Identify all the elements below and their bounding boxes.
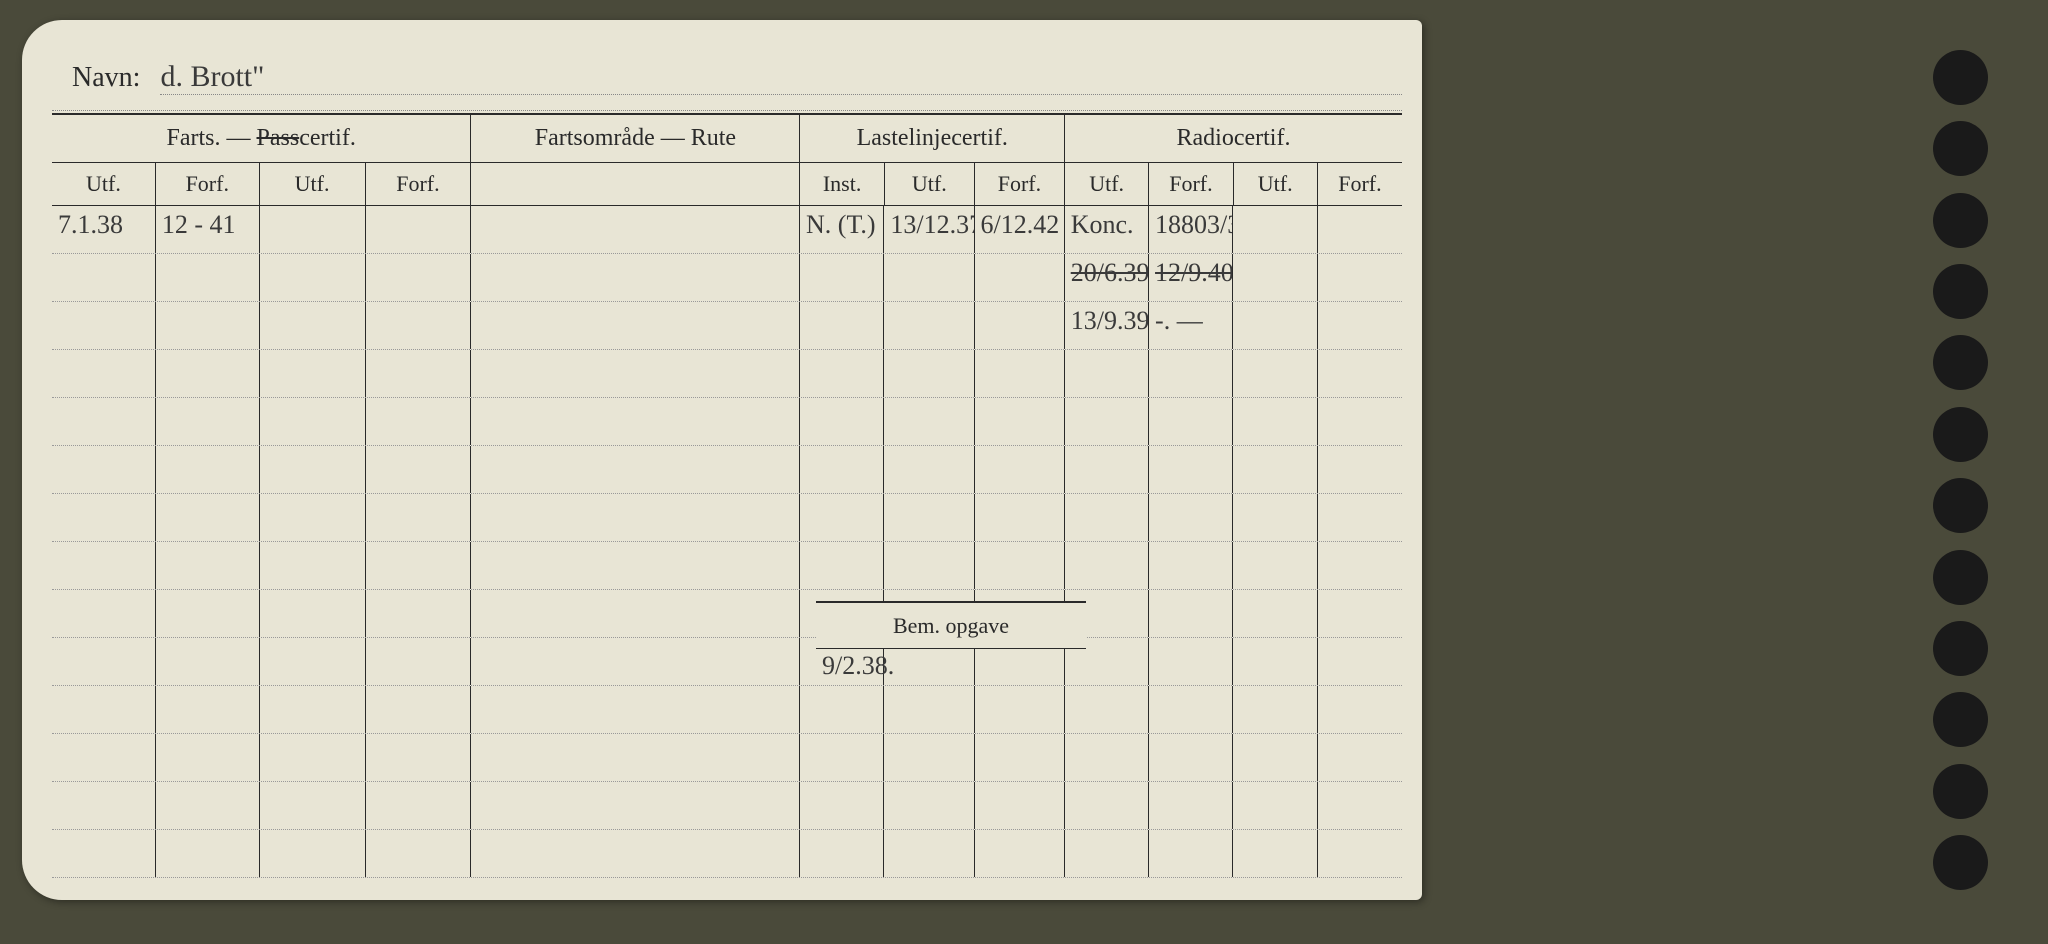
binder-hole-icon [1933, 478, 1988, 533]
sub-farts-utf1: Utf. [52, 163, 156, 205]
cell-radio-forf: 12/9.40 [1149, 254, 1233, 301]
sub-farts-forf1: Forf. [156, 163, 260, 205]
data-grid: 7.1.38 12 - 41 N. (T.) 13/12.37 6/12.42 … [52, 206, 1402, 886]
cell-laste-utf: 13/12.37 [884, 206, 974, 253]
cell [260, 254, 366, 301]
sub-radio-utf1: Utf. [1065, 163, 1149, 205]
cell [260, 302, 366, 349]
cell [471, 206, 800, 253]
sub-radio-forf1: Forf. [1149, 163, 1233, 205]
navn-value: d. Brott" [160, 60, 1402, 95]
binder-hole-icon [1933, 550, 1988, 605]
sub-laste-forf: Forf. [975, 163, 1065, 205]
data-row [52, 830, 1402, 878]
cell [1233, 254, 1317, 301]
cell [884, 254, 974, 301]
sub-rute [471, 163, 800, 205]
data-row: 7.1.38 12 - 41 N. (T.) 13/12.37 6/12.42 … [52, 206, 1402, 254]
page-wrapper: Navn: d. Brott" Farts. — Passcertif. Far… [0, 0, 2048, 944]
sub-farts-forf2: Forf. [366, 163, 472, 205]
index-card: Navn: d. Brott" Farts. — Passcertif. Far… [22, 20, 1422, 900]
cell [52, 302, 156, 349]
data-row [52, 686, 1402, 734]
cell [366, 206, 472, 253]
binder-hole-icon [1933, 50, 1988, 105]
cell [975, 302, 1065, 349]
data-row [52, 350, 1402, 398]
bem-opgave-header: Bem. opgave [816, 601, 1086, 649]
cell [1233, 302, 1317, 349]
section-radio: Radiocertif. [1065, 115, 1402, 162]
cell-radio-utf: Konc. [1065, 206, 1149, 253]
cell [1233, 206, 1317, 253]
section-rute: Fartsområde — Rute [471, 115, 800, 162]
cell [975, 254, 1065, 301]
cell-laste-inst: N. (T.) [800, 206, 884, 253]
cell-radio-utf: 20/6.39 [1065, 254, 1149, 301]
cell-farts-forf: 12 - 41 [156, 206, 260, 253]
binder-holes [1933, 50, 1988, 890]
cell [884, 302, 974, 349]
cell-radio-forf: -. — [1149, 302, 1233, 349]
data-row [52, 398, 1402, 446]
cell-farts-utf: 7.1.38 [52, 206, 156, 253]
sub-farts-utf2: Utf. [260, 163, 366, 205]
binder-hole-icon [1933, 193, 1988, 248]
cell [800, 254, 884, 301]
sub-headers: Utf. Forf. Utf. Forf. Inst. Utf. Forf. U… [52, 163, 1402, 206]
cell-laste-forf: 6/12.42 [975, 206, 1065, 253]
data-row [52, 542, 1402, 590]
data-row [52, 782, 1402, 830]
cell [800, 302, 884, 349]
navn-row: Navn: d. Brott" [52, 50, 1402, 111]
data-row [52, 446, 1402, 494]
data-row: 20/6.39 12/9.40 [52, 254, 1402, 302]
data-row [52, 638, 1402, 686]
data-row [52, 590, 1402, 638]
cell [471, 254, 800, 301]
binder-hole-icon [1933, 264, 1988, 319]
data-row: 13/9.39 -. — [52, 302, 1402, 350]
binder-hole-icon [1933, 692, 1988, 747]
binder-hole-icon [1933, 764, 1988, 819]
sub-radio-utf2: Utf. [1234, 163, 1318, 205]
cell [1318, 302, 1402, 349]
cell [366, 254, 472, 301]
navn-label: Navn: [72, 62, 140, 94]
cell [156, 254, 260, 301]
cell [1318, 206, 1402, 253]
sub-laste-utf: Utf. [885, 163, 975, 205]
sub-laste-inst: Inst. [800, 163, 884, 205]
section-laste: Lastelinjecertif. [800, 115, 1065, 162]
cell [366, 302, 472, 349]
section-headers: Farts. — Passcertif. Fartsområde — Rute … [52, 115, 1402, 163]
sub-radio-forf2: Forf. [1318, 163, 1402, 205]
cell [260, 206, 366, 253]
cell [471, 302, 800, 349]
binder-hole-icon [1933, 621, 1988, 676]
binder-hole-icon [1933, 407, 1988, 462]
section-farts: Farts. — Passcertif. [52, 115, 471, 162]
data-row [52, 494, 1402, 542]
data-row [52, 734, 1402, 782]
cell [1318, 254, 1402, 301]
binder-hole-icon [1933, 121, 1988, 176]
cell-radio-utf: 13/9.39 [1065, 302, 1149, 349]
cell [52, 254, 156, 301]
cell [156, 302, 260, 349]
bem-opgave-value: 9/2.38. [822, 651, 894, 681]
binder-hole-icon [1933, 335, 1988, 390]
cell-radio-forf: 18803/37 [1149, 206, 1233, 253]
binder-hole-icon [1933, 835, 1988, 890]
